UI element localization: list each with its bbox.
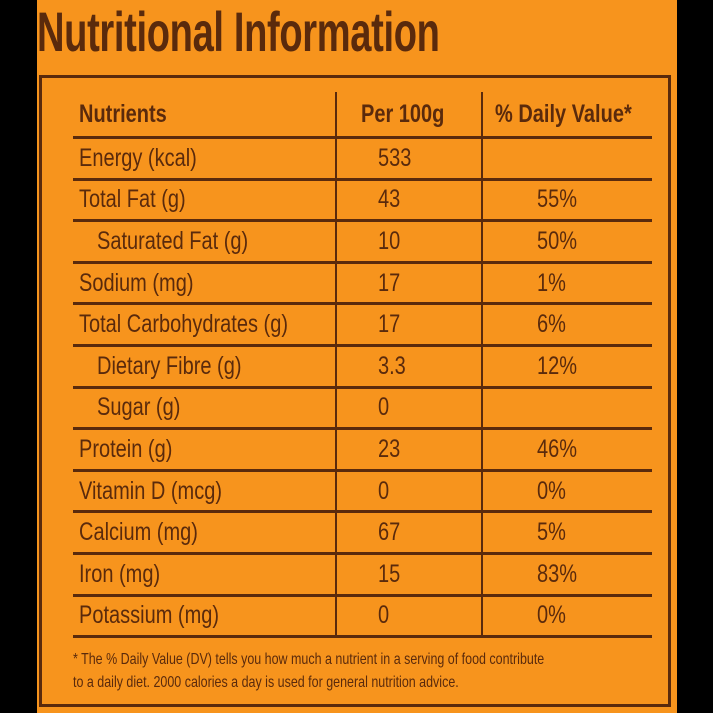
table-row: Sodium (mg) 17 1% (73, 263, 654, 306)
nutrient-name: Vitamin D (mcg) (79, 476, 222, 505)
daily-value-cell: 12% (481, 346, 654, 386)
nutrient-name-cell: Saturated Fat (g) (73, 222, 333, 261)
per-100g-value: 0 (378, 393, 390, 422)
daily-value: 0% (537, 601, 566, 630)
nutrient-name: Saturated Fat (g) (97, 226, 249, 255)
nutrient-name: Sugar (g) (97, 393, 181, 422)
table-row: Calcium (mg) 67 5% (73, 513, 652, 555)
per-100g-value-cell: 10 (335, 222, 482, 261)
nutrient-name-cell: Energy (kcal) (73, 139, 333, 178)
nutrition-table: Nutrients Per 100g % Daily Value* Energy… (73, 92, 654, 639)
footnote-line: to a daily diet. 2000 calories a day is … (73, 674, 459, 691)
page-title: Nutritional Information (37, 0, 440, 63)
daily-value-cell (481, 139, 654, 178)
per-100g-value-cell: 533 (335, 139, 482, 178)
nutrient-name-cell: Calcium (mg) (73, 513, 333, 552)
nutrient-name-cell: Iron (mg) (73, 555, 333, 594)
daily-value-cell: 0% (481, 596, 654, 636)
per-100g-value-cell: 0 (335, 596, 482, 636)
table-row: Total Fat (g) 43 55% (73, 180, 654, 223)
table-row: Protein (g) 23 46% (73, 430, 652, 472)
per-100g-value: 10 (378, 226, 401, 255)
per-100g-value-cell: 17 (335, 305, 482, 344)
nutrient-name-cell: Sodium (mg) (73, 264, 333, 303)
nutrient-name: Protein (g) (79, 434, 173, 463)
daily-value-cell (481, 388, 654, 428)
daily-value-cell: 83% (481, 554, 654, 594)
daily-value-cell: 5% (481, 513, 654, 552)
nutrient-name-cell: Sugar (g) (73, 389, 333, 428)
header-per-100g: Per 100g (335, 92, 482, 136)
nutrient-name: Sodium (mg) (79, 268, 194, 297)
daily-value: 6% (537, 310, 566, 339)
nutrient-name-cell: Dietary Fibre (g) (73, 347, 333, 386)
header-label: % Daily Value* (495, 99, 632, 128)
daily-value: 50% (537, 226, 578, 255)
daily-value: 83% (537, 559, 578, 588)
header-daily-value: % Daily Value* (481, 92, 654, 136)
per-100g-value-cell: 0 (335, 471, 482, 511)
daily-value: 1% (537, 268, 566, 297)
per-100g-value: 3.3 (378, 351, 406, 380)
table-row: Iron (mg) 15 83% (73, 554, 654, 597)
daily-value-cell: 55% (481, 180, 654, 220)
per-100g-value: 17 (378, 310, 401, 339)
nutrient-name: Iron (mg) (79, 559, 161, 588)
daily-value-cell: 1% (481, 263, 654, 303)
nutrient-name-cell: Total Fat (g) (73, 181, 333, 220)
nutrient-name-cell: Total Carbohydrates (g) (73, 305, 333, 344)
per-100g-value-cell: 15 (335, 554, 482, 594)
per-100g-value-cell: 3.3 (335, 346, 482, 386)
table-body: Energy (kcal) 533 Total Fat (g) 43 55% Satura… (73, 139, 654, 639)
per-100g-value-cell: 17 (335, 263, 482, 303)
footnote: * The % Daily Value (DV) tells you how m… (73, 648, 653, 694)
footnote-line: * The % Daily Value (DV) tells you how m… (73, 651, 545, 668)
daily-value: 46% (537, 434, 578, 463)
table-row: Total Carbohydrates (g) 17 6% (73, 305, 652, 347)
daily-value-cell: 0% (481, 471, 654, 511)
per-100g-value-cell: 23 (335, 430, 482, 469)
nutrient-name-cell: Vitamin D (mcg) (73, 472, 333, 511)
table-header-row: Nutrients Per 100g % Daily Value* (73, 92, 652, 139)
table-row: Dietary Fibre (g) 3.3 12% (73, 346, 654, 389)
table-row: Vitamin D (mcg) 0 0% (73, 471, 654, 514)
nutrient-name: Potassium (mg) (79, 601, 220, 630)
per-100g-value-cell: 67 (335, 513, 482, 552)
table-row: Potassium (mg) 0 0% (73, 596, 654, 639)
table-row: Sugar (g) 0 (73, 388, 654, 431)
per-100g-value-cell: 0 (335, 388, 482, 428)
nutrient-name: Calcium (mg) (79, 518, 198, 547)
daily-value-cell: 46% (481, 430, 654, 469)
per-100g-value: 0 (378, 601, 390, 630)
per-100g-value: 67 (378, 518, 401, 547)
per-100g-value: 43 (378, 185, 401, 214)
per-100g-value: 15 (378, 559, 401, 588)
per-100g-value: 533 (378, 143, 412, 172)
header-label: Per 100g (361, 99, 445, 128)
nutrient-name-cell: Potassium (mg) (73, 597, 333, 636)
table-row: Saturated Fat (g) 10 50% (73, 222, 652, 264)
nutrient-name: Dietary Fibre (g) (97, 351, 242, 380)
header-label: Nutrients (79, 99, 167, 128)
nutrition-box: Nutrients Per 100g % Daily Value* Energy… (39, 75, 671, 707)
nutrition-panel: Nutritional Information Nutrients Per 10… (37, 0, 677, 713)
daily-value-cell: 50% (481, 222, 654, 261)
daily-value-cell: 6% (481, 305, 654, 344)
per-100g-value: 17 (378, 268, 401, 297)
header-nutrients: Nutrients (73, 92, 333, 136)
per-100g-value: 0 (378, 476, 390, 505)
nutrient-name: Total Fat (g) (79, 185, 186, 214)
nutrient-name-cell: Protein (g) (73, 430, 333, 469)
per-100g-value-cell: 43 (335, 180, 482, 220)
per-100g-value: 23 (378, 434, 401, 463)
nutrient-name: Energy (kcal) (79, 143, 197, 172)
nutrient-name: Total Carbohydrates (g) (79, 310, 288, 339)
daily-value: 5% (537, 518, 566, 547)
daily-value: 55% (537, 185, 578, 214)
table-row: Energy (kcal) 533 (73, 139, 652, 181)
daily-value: 0% (537, 476, 566, 505)
daily-value: 12% (537, 351, 578, 380)
